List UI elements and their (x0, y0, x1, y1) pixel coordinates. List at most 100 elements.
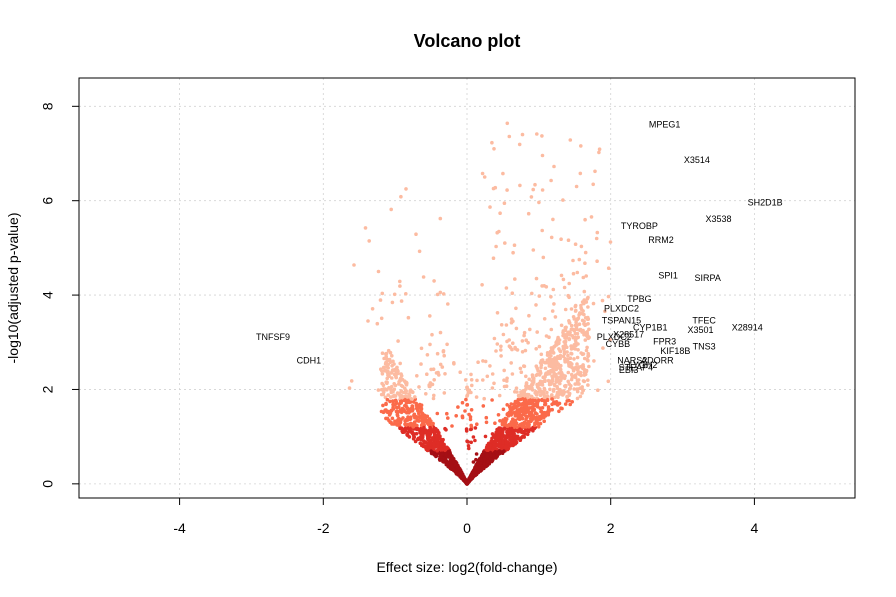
data-point (529, 419, 533, 424)
data-point (428, 342, 432, 347)
data-point (606, 266, 611, 271)
data-point (510, 291, 515, 296)
gene-label: TYROBP (621, 221, 658, 231)
data-point (413, 395, 417, 399)
data-point (527, 313, 531, 318)
data-point (573, 347, 578, 351)
data-point (569, 327, 574, 332)
data-point (579, 144, 583, 148)
data-point (573, 304, 578, 309)
data-point (531, 187, 535, 192)
data-point (520, 350, 525, 354)
data-point (488, 205, 492, 209)
data-point (486, 448, 490, 453)
data-point (463, 378, 468, 382)
data-point (408, 417, 412, 422)
data-point (481, 404, 486, 408)
data-point (594, 236, 599, 241)
data-point (505, 403, 510, 407)
data-point (504, 323, 509, 327)
data-point (575, 362, 579, 366)
data-point (585, 334, 590, 339)
data-point (546, 378, 551, 383)
x-axis-label: Effect size: log2(fold-change) (376, 559, 557, 575)
data-point (497, 429, 502, 434)
data-point (518, 438, 522, 443)
data-point (469, 372, 473, 377)
data-point (573, 242, 578, 246)
data-point (543, 366, 548, 371)
data-point (410, 431, 415, 436)
data-point (583, 316, 588, 320)
data-point (485, 374, 490, 379)
data-point (470, 383, 474, 388)
data-point (502, 201, 507, 205)
data-point (434, 428, 439, 432)
data-point (582, 332, 586, 337)
y-axis-label: -log10(adjusted p-value) (5, 213, 21, 364)
data-point (595, 230, 600, 235)
data-point (548, 387, 552, 392)
data-point (530, 405, 535, 410)
data-point (519, 430, 524, 434)
data-point (460, 414, 465, 419)
data-point (505, 379, 509, 383)
data-point (509, 440, 514, 445)
data-point (518, 366, 523, 371)
data-point (556, 363, 561, 367)
gene-label: PLXDC2 (604, 304, 639, 314)
data-point (537, 382, 542, 387)
data-point (402, 379, 407, 384)
data-point (414, 232, 418, 236)
data-point (491, 256, 496, 261)
data-point (481, 378, 485, 382)
data-point (505, 188, 509, 192)
data-point (557, 366, 562, 370)
data-point (453, 462, 458, 467)
data-point (571, 368, 576, 373)
data-point (386, 348, 391, 353)
data-point (578, 370, 583, 375)
gene-label: CYP1B1 (633, 322, 668, 332)
data-point (525, 429, 529, 433)
data-point (388, 360, 393, 365)
data-point (436, 370, 440, 375)
gene-label: X3501 (688, 325, 714, 335)
data-point (579, 306, 583, 310)
data-point (363, 226, 368, 230)
data-point (566, 238, 571, 242)
data-point (483, 359, 488, 364)
data-point (500, 431, 505, 435)
data-point (500, 435, 505, 440)
data-point (520, 339, 525, 343)
data-point (552, 365, 556, 369)
data-point (567, 295, 571, 300)
data-point (490, 398, 494, 402)
data-point (522, 333, 526, 338)
data-point (574, 343, 578, 348)
data-point (492, 454, 496, 459)
data-point (550, 309, 555, 313)
data-point (435, 411, 440, 416)
data-point (539, 352, 544, 357)
data-point (509, 320, 514, 325)
data-point (420, 442, 425, 447)
data-point (524, 414, 528, 418)
data-point (582, 379, 587, 384)
data-point (563, 336, 567, 340)
data-point (545, 390, 549, 395)
data-point (510, 372, 515, 376)
data-point (498, 439, 502, 444)
data-point (549, 327, 554, 332)
data-point (474, 395, 479, 399)
data-point (445, 461, 450, 466)
data-point (528, 384, 533, 389)
data-point (438, 362, 443, 367)
data-point (567, 320, 572, 325)
data-point (386, 369, 390, 374)
data-point (380, 381, 384, 386)
data-point (471, 435, 476, 439)
data-point (519, 370, 524, 375)
data-point (548, 408, 553, 412)
data-point (558, 381, 562, 386)
